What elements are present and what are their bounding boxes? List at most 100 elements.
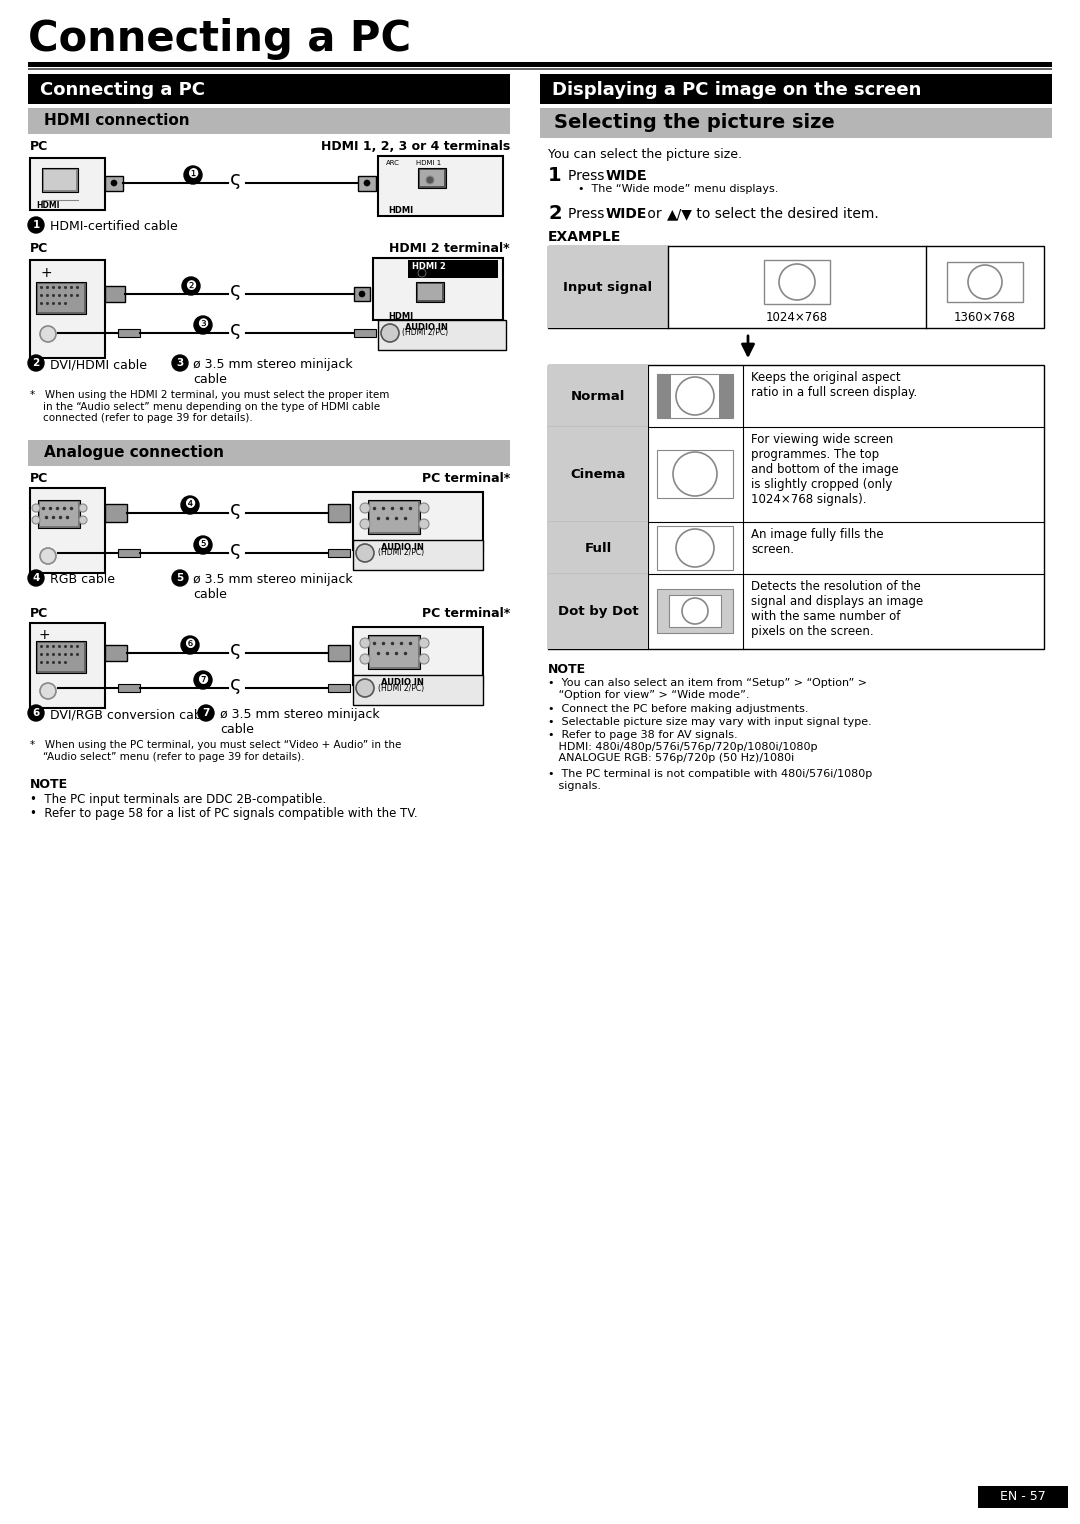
- Bar: [548, 575, 648, 649]
- Text: +: +: [38, 628, 50, 642]
- Text: +: +: [40, 267, 52, 280]
- Text: DVI/RGB conversion cable: DVI/RGB conversion cable: [50, 709, 213, 721]
- Circle shape: [779, 264, 815, 300]
- Bar: [38, 283, 84, 312]
- Text: •  The PC terminal is not compatible with 480i/576i/1080p
   signals.: • The PC terminal is not compatible with…: [548, 770, 873, 791]
- Text: Selecting the picture size: Selecting the picture size: [554, 113, 835, 133]
- Text: ς: ς: [230, 640, 242, 658]
- Circle shape: [364, 180, 370, 186]
- Bar: [30, 261, 105, 358]
- Bar: [354, 329, 376, 337]
- Text: ø 3.5 mm stereo minijack
cable: ø 3.5 mm stereo minijack cable: [220, 709, 380, 736]
- Text: 1024×768: 1024×768: [766, 311, 828, 325]
- Circle shape: [418, 270, 426, 277]
- Circle shape: [360, 639, 370, 648]
- Text: ❼: ❼: [198, 674, 208, 686]
- Bar: [357, 175, 376, 190]
- Bar: [354, 287, 370, 302]
- Bar: [420, 171, 444, 186]
- Text: You can select the picture size.: You can select the picture size.: [548, 148, 742, 162]
- Bar: [353, 675, 483, 706]
- Text: Connecting a PC: Connecting a PC: [40, 81, 205, 99]
- Bar: [416, 282, 444, 302]
- Bar: [368, 636, 420, 669]
- Circle shape: [28, 355, 44, 370]
- Text: •  You can also select an item from “Setup” > “Option” >
   “Option for view” > : • You can also select an item from “Setu…: [548, 678, 867, 700]
- Bar: [719, 373, 733, 418]
- Bar: [370, 637, 418, 668]
- Text: ARC: ARC: [386, 160, 400, 166]
- Bar: [328, 549, 350, 556]
- Bar: [28, 62, 1052, 67]
- Text: Keeps the original aspect
ratio in a full screen display.: Keeps the original aspect ratio in a ful…: [751, 370, 917, 399]
- Text: PC: PC: [30, 242, 49, 255]
- Text: 6: 6: [32, 709, 40, 718]
- Circle shape: [360, 520, 370, 529]
- Bar: [28, 108, 510, 134]
- Bar: [368, 500, 420, 533]
- Text: (HDMI 2/PC): (HDMI 2/PC): [402, 329, 448, 337]
- Bar: [118, 549, 140, 556]
- Text: HDMI 1, 2, 3 or 4 terminals: HDMI 1, 2, 3 or 4 terminals: [321, 140, 510, 152]
- Bar: [657, 373, 671, 418]
- Bar: [657, 450, 733, 498]
- Bar: [540, 108, 1052, 139]
- Text: HDMI 2 terminal*: HDMI 2 terminal*: [390, 242, 510, 255]
- Bar: [540, 75, 1052, 104]
- Bar: [118, 684, 140, 692]
- Bar: [28, 69, 1052, 70]
- Bar: [548, 366, 1044, 649]
- Bar: [353, 539, 483, 570]
- Bar: [30, 158, 105, 210]
- Text: ❺: ❺: [198, 538, 208, 552]
- Text: HDMI: HDMI: [388, 206, 414, 215]
- Text: Analogue connection: Analogue connection: [44, 445, 224, 460]
- Bar: [28, 75, 510, 104]
- Circle shape: [681, 597, 708, 623]
- Text: 5: 5: [176, 573, 184, 584]
- Text: Normal: Normal: [571, 390, 625, 402]
- Circle shape: [419, 654, 429, 664]
- Bar: [548, 427, 648, 523]
- Circle shape: [28, 216, 44, 233]
- Text: 1360×768: 1360×768: [954, 311, 1016, 325]
- Text: Dot by Dot: Dot by Dot: [557, 605, 638, 617]
- Text: PC terminal*: PC terminal*: [422, 472, 510, 485]
- Bar: [418, 283, 442, 300]
- Text: or: or: [643, 207, 666, 221]
- Text: Press: Press: [568, 169, 609, 183]
- Bar: [38, 500, 80, 527]
- Text: 2: 2: [32, 358, 40, 367]
- Bar: [118, 329, 140, 337]
- Text: ς: ς: [230, 320, 242, 338]
- Circle shape: [198, 706, 214, 721]
- Text: PC: PC: [30, 140, 49, 152]
- Circle shape: [194, 315, 212, 334]
- Bar: [44, 171, 76, 190]
- Bar: [42, 168, 78, 192]
- Bar: [328, 504, 350, 523]
- Text: *   When using the PC terminal, you must select “Video + Audio” in the
    “Audi: * When using the PC terminal, you must s…: [30, 741, 402, 762]
- Text: ς: ς: [230, 500, 242, 520]
- Text: ❷: ❷: [186, 279, 197, 293]
- Text: Input signal: Input signal: [564, 280, 652, 294]
- Text: PC: PC: [30, 472, 49, 485]
- Circle shape: [184, 166, 202, 184]
- Bar: [373, 258, 503, 320]
- Text: ❻: ❻: [185, 639, 195, 651]
- Text: AUDIO IN: AUDIO IN: [405, 323, 448, 332]
- Bar: [378, 155, 503, 216]
- Text: Displaying a PC image on the screen: Displaying a PC image on the screen: [552, 81, 921, 99]
- Text: HDMI: HDMI: [388, 312, 414, 322]
- Circle shape: [359, 291, 365, 297]
- Bar: [418, 168, 446, 187]
- Text: EXAMPLE: EXAMPLE: [548, 230, 621, 244]
- Circle shape: [28, 706, 44, 721]
- Text: PC: PC: [30, 607, 49, 620]
- Text: HDMI 2: HDMI 2: [411, 262, 446, 271]
- Text: Full: Full: [584, 541, 611, 555]
- Text: PC terminal*: PC terminal*: [422, 607, 510, 620]
- Bar: [378, 320, 507, 351]
- Text: Detects the resolution of the
signal and displays an image
with the same number : Detects the resolution of the signal and…: [751, 581, 923, 639]
- Text: AUDIO IN: AUDIO IN: [381, 543, 423, 552]
